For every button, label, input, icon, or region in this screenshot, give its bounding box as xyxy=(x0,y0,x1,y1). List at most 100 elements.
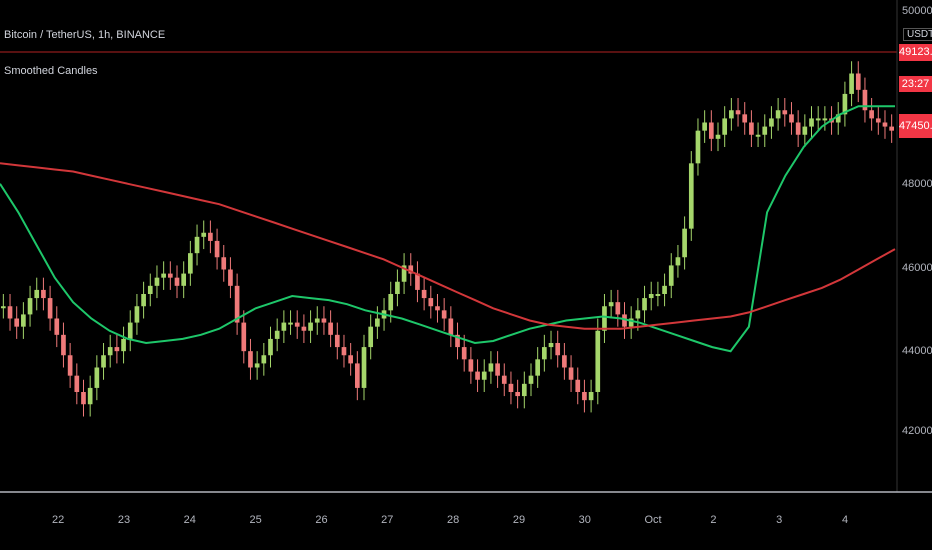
candle-body xyxy=(181,273,187,286)
candle-body xyxy=(87,387,93,405)
candle-body xyxy=(274,330,280,339)
candle-body xyxy=(7,306,13,319)
candle-body xyxy=(508,383,514,392)
ma-value-tag: 47450.66 xyxy=(899,114,932,138)
candle-body xyxy=(648,294,654,299)
candle-body xyxy=(208,232,213,241)
ytick-label-0: 50000.00 xyxy=(902,5,932,17)
candle-body xyxy=(301,326,307,331)
candle-body xyxy=(27,298,33,315)
currency-badge[interactable]: USDT xyxy=(903,28,932,41)
fast-ma-line xyxy=(0,105,895,353)
candle-body xyxy=(214,240,220,258)
xtick-label: 4 xyxy=(842,514,849,526)
candle-body xyxy=(481,371,487,380)
candle-body xyxy=(415,273,420,290)
candle-body xyxy=(188,253,193,274)
candle-body xyxy=(314,318,320,323)
candle-body xyxy=(588,392,594,401)
candle-body xyxy=(114,347,120,352)
candle-body xyxy=(241,322,247,352)
candle-body xyxy=(628,318,634,327)
candle-body xyxy=(14,318,20,327)
candle-body xyxy=(401,265,407,282)
candle-body xyxy=(121,338,126,352)
candle-body xyxy=(862,89,868,111)
candle-body xyxy=(147,285,153,294)
candle-body xyxy=(568,367,574,380)
xtick-label: 24 xyxy=(183,514,196,526)
candle-body xyxy=(455,334,460,348)
candle-body xyxy=(548,343,554,348)
candle-body xyxy=(542,347,547,360)
last-price-tag: 49123.32 xyxy=(899,44,932,61)
candle-body xyxy=(769,118,774,127)
candle-body xyxy=(228,269,233,286)
candle-body xyxy=(809,118,814,127)
xtick-label: 27 xyxy=(381,514,394,526)
candle-body xyxy=(622,314,627,327)
candle-body xyxy=(521,383,527,397)
candle-body xyxy=(94,367,100,388)
candle-body xyxy=(421,289,427,299)
candle-body xyxy=(682,228,687,258)
ytick-label-2: 46000.00 xyxy=(902,262,932,274)
candle-body xyxy=(74,375,80,392)
candle-body xyxy=(261,355,267,364)
candle-body xyxy=(354,363,360,388)
candle-body xyxy=(435,306,440,311)
candle-body xyxy=(822,118,828,121)
candle-body xyxy=(348,355,353,364)
candle-body xyxy=(655,294,661,296)
candle-body xyxy=(61,334,66,356)
candle-body xyxy=(41,289,46,299)
candle-body xyxy=(635,310,641,319)
candle-body xyxy=(749,122,754,135)
ytick-label-3: 44000.00 xyxy=(902,345,932,357)
ytick-label-4: 42000.00 xyxy=(902,425,932,437)
candle-body xyxy=(154,277,160,286)
candle-body xyxy=(615,302,621,315)
candles-layer xyxy=(1,61,894,417)
candle-body xyxy=(101,355,106,368)
candle-body xyxy=(722,118,728,135)
candle-body xyxy=(395,281,400,294)
candle-body xyxy=(388,294,394,311)
candle-body xyxy=(294,322,300,327)
candle-body xyxy=(515,392,520,397)
candle-body xyxy=(595,330,601,392)
candle-body xyxy=(842,93,848,115)
candle-body xyxy=(662,285,667,294)
candle-body xyxy=(308,322,313,331)
xtick-label: Oct xyxy=(644,514,662,526)
candle-body xyxy=(742,114,748,123)
candle-body xyxy=(281,322,287,331)
candle-body xyxy=(889,126,894,131)
candle-body xyxy=(328,322,333,335)
candle-body xyxy=(167,273,173,278)
candle-body xyxy=(835,114,841,123)
candle-body xyxy=(668,265,674,286)
candle-body xyxy=(735,110,741,115)
candle-body xyxy=(221,257,227,270)
symbol-title[interactable]: Bitcoin / TetherUS, 1h, BINANCE xyxy=(4,29,166,41)
xtick-label: 25 xyxy=(249,514,262,526)
candle-body xyxy=(341,347,347,356)
candle-body xyxy=(882,122,888,127)
candle-body xyxy=(869,110,874,119)
candle-body xyxy=(448,318,454,335)
candle-body xyxy=(488,363,494,372)
candle-body xyxy=(34,289,40,299)
candle-body xyxy=(441,310,447,319)
indicator-title[interactable]: Smoothed Candles xyxy=(4,65,98,77)
candle-body xyxy=(555,343,561,356)
candle-body xyxy=(81,392,86,405)
candle-body xyxy=(268,338,273,356)
candle-body xyxy=(642,298,647,311)
slow-ma-line xyxy=(0,162,896,330)
xtick-label: 28 xyxy=(447,514,460,526)
candle-body xyxy=(21,314,26,327)
candle-body xyxy=(602,306,607,331)
